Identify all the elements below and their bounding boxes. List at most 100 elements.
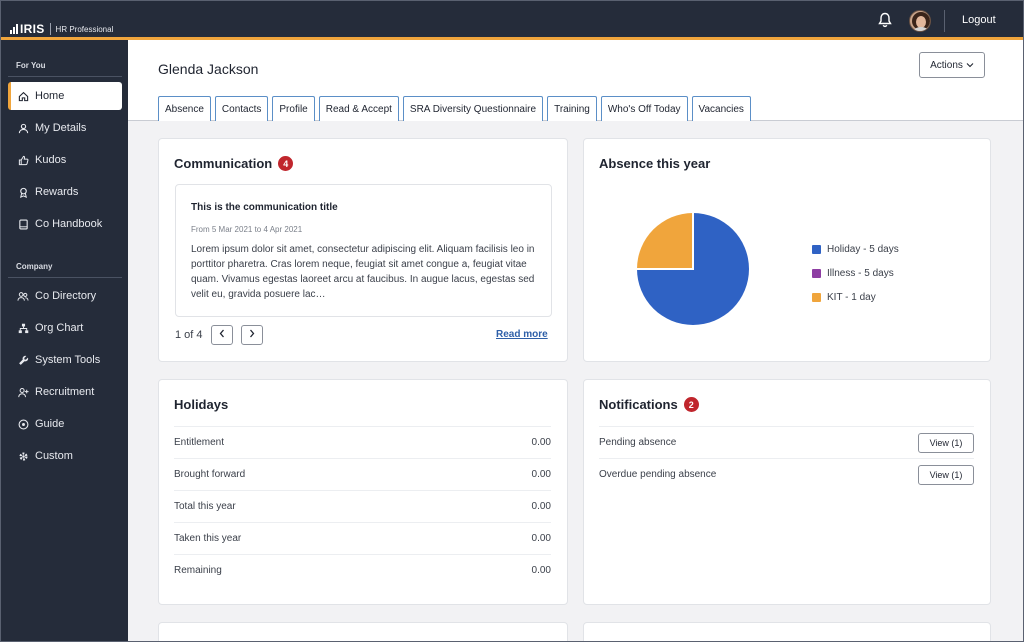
pie-slice-kit xyxy=(637,213,693,269)
tab-whos-off-today[interactable]: Who's Off Today xyxy=(600,96,688,121)
topbar-divider xyxy=(944,10,945,32)
brand-name: IRIS xyxy=(20,22,45,36)
notifications-title-text: Notifications xyxy=(599,397,678,412)
tab-vacancies[interactable]: Vacancies xyxy=(691,96,751,121)
tab-sra-diversity-questionnaire[interactable]: SRA Diversity Questionnaire xyxy=(402,96,544,121)
holidays-title-text: Holidays xyxy=(174,397,229,412)
sidebar-item-co-handbook[interactable]: Co Handbook xyxy=(8,210,122,238)
sidebar-item-recruitment[interactable]: Recruitment xyxy=(8,378,122,406)
previous-button[interactable] xyxy=(210,325,233,345)
wrench-icon xyxy=(17,354,29,366)
sidebar-section-company: Company xyxy=(16,262,53,271)
partial-card-right xyxy=(583,622,991,642)
sidebar-section-for-you: For You xyxy=(16,61,46,70)
legend-label: Illness - 5 days xyxy=(827,267,894,279)
notifications-card: Notifications 2 Pending absence View (1)… xyxy=(583,379,991,605)
sidebar-item-system-tools[interactable]: System Tools xyxy=(8,346,122,374)
communication-item: This is the communication title From 5 M… xyxy=(175,184,552,317)
view-overdue-pending-absence-button[interactable]: View (1) xyxy=(918,464,974,485)
tab-training[interactable]: Training xyxy=(547,96,597,121)
communication-item-body: Lorem ipsum dolor sit amet, consectetur … xyxy=(191,244,535,300)
sidebar-item-co-directory[interactable]: Co Directory xyxy=(8,282,122,310)
sidebar-item-guide[interactable]: Guide xyxy=(8,410,122,438)
absence-title: Absence this year xyxy=(599,156,710,171)
sidebar-item-label: Guide xyxy=(35,418,65,430)
sidebar-item-rewards[interactable]: Rewards xyxy=(8,178,122,206)
legend-item-kit: KIT - 1 day xyxy=(812,285,899,309)
actions-button[interactable]: Actions xyxy=(919,52,985,78)
legend-swatch-holiday xyxy=(812,244,821,254)
sidebar-item-label: System Tools xyxy=(35,354,101,366)
legend-swatch-illness xyxy=(812,268,821,278)
table-row: Taken this year 0.00 xyxy=(174,522,551,554)
org-chart-icon xyxy=(17,322,29,334)
communication-item-date: From 5 Mar 2021 to 4 Apr 2021 xyxy=(191,225,303,234)
sidebar-item-label: Org Chart xyxy=(35,322,84,334)
communication-item-title: This is the communication title xyxy=(191,202,338,213)
actions-label: Actions xyxy=(930,59,963,71)
legend-label: KIT - 1 day xyxy=(827,291,876,303)
absence-title-text: Absence this year xyxy=(599,156,711,171)
sidebar-item-org-chart[interactable]: Org Chart xyxy=(8,314,122,342)
sidebar-divider xyxy=(8,76,122,77)
book-icon xyxy=(17,218,29,230)
sidebar-item-label: Home xyxy=(35,90,65,102)
user-avatar[interactable] xyxy=(909,10,931,32)
award-icon xyxy=(17,186,29,198)
holiday-row-value: 0.00 xyxy=(531,501,551,512)
home-icon xyxy=(17,90,29,102)
sidebar-item-label: Co Handbook xyxy=(35,218,103,230)
sidebar-item-label: My Details xyxy=(35,122,87,134)
sidebar-item-custom[interactable]: Custom xyxy=(8,442,122,470)
tab-profile[interactable]: Profile xyxy=(272,96,315,121)
communication-card: Communication 4 This is the communicatio… xyxy=(158,138,568,362)
bell-icon[interactable] xyxy=(878,12,892,31)
notification-label: Pending absence xyxy=(599,437,677,448)
page-header: Glenda Jackson Actions Absence Contacts … xyxy=(128,40,1024,121)
top-bar: IRIS HR Professional Logout xyxy=(0,0,1024,40)
iris-logo[interactable]: IRIS HR Professional xyxy=(10,22,113,36)
chevron-down-icon xyxy=(966,60,974,71)
notifications-title: Notifications 2 xyxy=(599,397,699,412)
legend-item-illness: Illness - 5 days xyxy=(812,261,899,285)
sidebar-item-my-details[interactable]: My Details xyxy=(8,114,122,142)
table-row: Total this year 0.00 xyxy=(174,490,551,522)
tab-bar: Absence Contacts Profile Read & Accept S… xyxy=(158,96,751,121)
table-row: Brought forward 0.00 xyxy=(174,458,551,490)
table-row: Entitlement 0.00 xyxy=(174,426,551,458)
view-pending-absence-button[interactable]: View (1) xyxy=(918,432,974,453)
legend-swatch-kit xyxy=(812,292,821,302)
logo-divider xyxy=(49,23,51,35)
help-circle-icon xyxy=(17,418,29,430)
tab-absence[interactable]: Absence xyxy=(158,96,211,121)
tab-contacts[interactable]: Contacts xyxy=(214,96,269,121)
holiday-row-value: 0.00 xyxy=(531,533,551,544)
sidebar-divider xyxy=(8,277,122,278)
communication-pager: 1 of 4 xyxy=(175,325,263,345)
sidebar-item-kudos[interactable]: Kudos xyxy=(8,146,122,174)
holidays-card: Holidays Entitlement 0.00 Brought forwar… xyxy=(158,379,568,605)
users-icon xyxy=(17,290,29,302)
notification-label: Overdue pending absence xyxy=(599,469,717,480)
tab-read-accept[interactable]: Read & Accept xyxy=(318,96,399,121)
sidebar-item-home[interactable]: Home xyxy=(8,82,122,110)
next-button[interactable] xyxy=(240,325,263,345)
sidebar-item-label: Custom xyxy=(35,450,73,462)
thumbs-up-icon xyxy=(17,154,29,166)
chevron-right-icon xyxy=(249,329,255,341)
add-user-icon xyxy=(17,386,29,398)
logout-link[interactable]: Logout xyxy=(962,14,996,26)
sidebar-item-label: Co Directory xyxy=(35,290,97,302)
table-row: Remaining 0.00 xyxy=(174,554,551,586)
notifications-count-badge: 2 xyxy=(683,397,699,412)
absence-card: Absence this year Holiday - 5 days Illne… xyxy=(583,138,991,362)
read-more-link[interactable]: Read more xyxy=(496,329,548,340)
absence-legend: Holiday - 5 days Illness - 5 days KIT - … xyxy=(812,237,899,309)
holiday-row-label: Taken this year xyxy=(174,533,242,544)
holiday-row-value: 0.00 xyxy=(531,565,551,576)
sidebar-item-label: Recruitment xyxy=(35,386,95,398)
pie-separator xyxy=(637,213,694,270)
holidays-title: Holidays xyxy=(174,397,228,412)
logo-bars-icon xyxy=(10,24,18,34)
communication-count-badge: 4 xyxy=(278,156,294,171)
